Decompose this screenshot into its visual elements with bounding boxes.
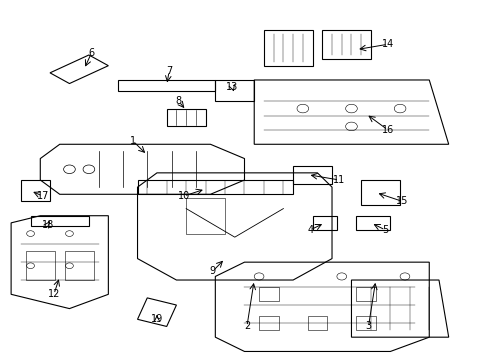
Bar [356,316,375,330]
Text: 6: 6 [88,48,94,58]
Text: 3: 3 [365,321,371,332]
Bar [259,287,278,301]
Text: 9: 9 [209,266,216,276]
Bar [186,198,224,234]
Text: 14: 14 [381,39,393,49]
Text: 2: 2 [244,321,249,332]
Text: 15: 15 [396,197,408,206]
Bar [64,251,94,280]
Text: 8: 8 [176,96,182,107]
Bar [26,251,55,280]
Text: 13: 13 [226,82,238,92]
Text: 4: 4 [306,225,312,235]
Text: 19: 19 [150,314,163,324]
Bar [307,316,326,330]
Text: 11: 11 [332,175,345,185]
Text: 5: 5 [382,225,388,235]
Text: 17: 17 [37,191,49,201]
Text: 18: 18 [41,220,54,230]
Text: 7: 7 [165,66,172,76]
Text: 1: 1 [129,136,136,146]
Text: 10: 10 [177,191,189,201]
Bar [356,287,375,301]
Text: 16: 16 [381,125,393,135]
Bar [259,316,278,330]
Text: 12: 12 [48,289,60,299]
